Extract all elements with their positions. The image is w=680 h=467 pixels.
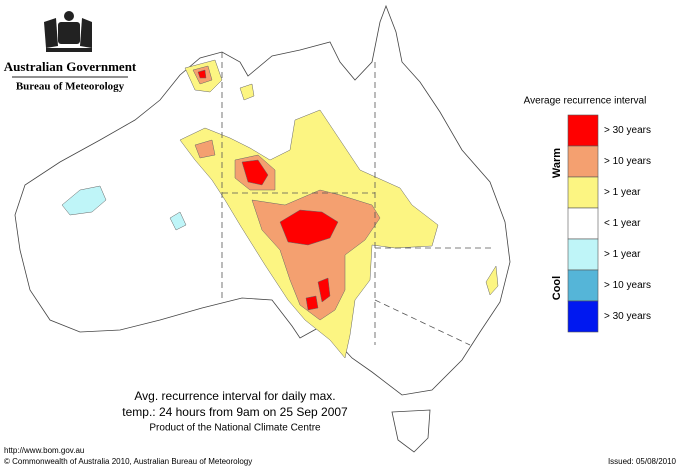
issued-date: Issued: 05/08/2010: [608, 457, 677, 466]
state-borders: [221, 52, 495, 346]
legend: > 30 years > 10 years > 1 year < 1 year > 1 …: [567, 114, 651, 333]
legend-label: > 30 years: [604, 125, 651, 136]
legend-label: > 1 year: [604, 187, 641, 198]
legend-swatch: [567, 207, 599, 240]
legend-label: > 1 year: [604, 249, 641, 260]
caption-line: Product of the National Climate Centre: [149, 423, 321, 434]
legend-label: > 30 years: [604, 311, 651, 322]
warm-yellow-region: [485, 265, 499, 296]
coat-of-arms: [44, 11, 92, 52]
warm-label: Warm: [551, 148, 563, 178]
caption-line: temp.: 24 hours from 9am on 25 Sep 2007: [122, 405, 348, 419]
warm-red-region: [305, 295, 319, 311]
tasmania: [391, 409, 431, 453]
legend-label: < 1 year: [604, 218, 641, 229]
warm-red-region: [279, 209, 339, 246]
agency-name: Australian Government: [4, 59, 137, 74]
legend-swatch: [567, 145, 599, 178]
legend-swatch: [567, 114, 599, 147]
copyright: © Commonwealth of Australia 2010, Austra…: [4, 457, 252, 466]
cool-region: [169, 211, 187, 231]
legend-swatch: [567, 176, 599, 209]
legend-label: > 10 years: [604, 280, 651, 291]
legend-label: > 10 years: [604, 156, 651, 167]
cool-region: [61, 185, 107, 216]
warm-red-region: [197, 69, 207, 79]
bureau-name: Bureau of Meteorology: [16, 81, 125, 93]
legend-swatch: [567, 300, 599, 333]
caption-line: Avg. recurrence interval for daily max.: [134, 389, 335, 403]
legend-title: Average recurrence interval: [524, 96, 647, 107]
legend-swatch: [567, 238, 599, 271]
warm-yellow-region: [239, 83, 255, 101]
url: http://www.bom.gov.au: [4, 446, 84, 455]
warm-red-region: [241, 159, 269, 186]
warm-red-region: [317, 277, 331, 303]
legend-swatch: [567, 269, 599, 302]
cool-label: Cool: [551, 276, 563, 300]
warm-orange-region: [194, 139, 216, 159]
